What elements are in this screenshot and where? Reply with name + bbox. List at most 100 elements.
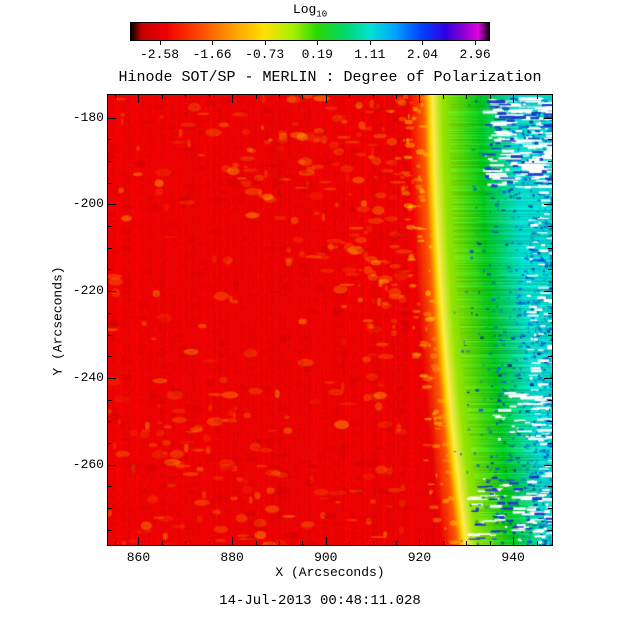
y-axis-label: Y (Arcseconds) [50,266,66,376]
axis-tick [209,95,210,99]
colorbar-tick-label: 2.04 [406,47,439,62]
axis-tick [108,486,112,487]
axis-tick [548,183,552,184]
axis-tick [490,95,491,99]
axis-tick [326,537,327,545]
axis-tick [548,508,552,509]
axis-tick [548,313,552,314]
colorbar-tick [317,41,319,45]
axis-tick [232,95,233,103]
colorbar-tick-label: 0.19 [301,47,333,62]
axis-tick [302,95,303,99]
colorbar-tick [369,41,371,45]
axis-tick [548,421,552,422]
axis-tick [544,204,552,205]
colorbar-tick [212,41,214,45]
y-tick-labels: -180 -200 -220 -240 -260 [44,95,104,547]
x-tick-label: 920 [407,550,432,565]
axis-tick [548,269,552,270]
y-tick-label: -200 [72,196,104,212]
colorbar-ticks [130,41,490,46]
axis-tick [548,486,552,487]
axis-tick [548,226,552,227]
axis-tick [108,291,116,292]
axis-tick [548,443,552,444]
heatmap-canvas [108,95,552,545]
axis-tick [548,161,552,162]
axis-tick [108,226,112,227]
colorbar-tick [422,41,424,45]
axis-tick [490,541,491,545]
axis-tick [108,183,112,184]
axis-tick [548,248,552,249]
axis-tick [443,95,444,99]
axis-tick [232,537,233,545]
colorbar-title-subscript: 10 [316,9,328,20]
axis-tick [279,95,280,99]
axis-tick [537,95,538,99]
axis-tick [302,541,303,545]
axis-tick [209,541,210,545]
axis-tick [115,95,116,99]
axis-tick [443,541,444,545]
y-tick-label: -240 [72,369,104,385]
axis-tick [548,400,552,401]
axis-tick [108,313,112,314]
colorbar-tick [159,41,161,45]
x-tick-label: 900 [314,550,338,565]
axis-tick [256,541,257,545]
timestamp: 14-Jul-2013 00:48:11.028 [219,593,421,609]
axis-tick [256,95,257,99]
colorbar-tick-label: -2.58 [140,47,180,62]
axis-tick [548,335,552,336]
y-tick-label: -220 [72,283,104,299]
axis-tick [108,269,112,270]
axis-tick [108,118,116,119]
x-tick-labels: 860 880 900 920 940 [108,550,552,566]
axis-tick [108,443,112,444]
axis-tick [548,356,552,357]
axis-tick [115,541,116,545]
axis-tick [138,95,139,103]
axis-tick [108,139,112,140]
chart-title: Hinode SOT/SP - MERLIN : Degree of Polar… [118,69,542,86]
axis-tick [373,541,374,545]
axis-tick [108,530,112,531]
y-tick-label: -260 [72,456,104,472]
axis-tick [108,508,112,509]
axis-tick [108,335,112,336]
colorbar-tick [475,41,477,45]
axis-tick [108,421,112,422]
axis-tick [349,95,350,99]
axis-tick [396,541,397,545]
x-tick-label: 940 [501,550,525,565]
x-tick-label: 860 [126,550,151,565]
axis-tick [108,161,112,162]
colorbar-tick-label: 1.11 [354,47,386,62]
axis-tick [108,356,112,357]
colorbar-tick-labels: -2.58 -1.66 -0.73 0.19 1.11 2.04 2.96 [130,47,491,63]
axis-tick [548,530,552,531]
colorbar-title: Log10 [130,2,490,20]
axis-tick [108,400,112,401]
y-tick-label: -180 [72,109,104,125]
x-axis-label: X (Arcseconds) [275,565,385,580]
axis-tick [326,95,327,103]
axis-tick [537,541,538,545]
axis-tick [544,465,552,466]
axis-tick [419,537,420,545]
axis-tick [185,541,186,545]
axis-tick [108,378,116,379]
axis-tick [108,248,112,249]
colorbar-tick-label: 2.96 [459,47,491,62]
axis-tick [513,95,514,103]
axis-tick [466,95,467,99]
axis-tick [466,541,467,545]
colorbar-title-text: Log [292,2,317,17]
axis-tick [548,139,552,140]
axis-tick [108,465,116,466]
x-tick-label: 880 [220,550,244,565]
axis-tick [544,118,552,119]
axis-tick [162,541,163,545]
